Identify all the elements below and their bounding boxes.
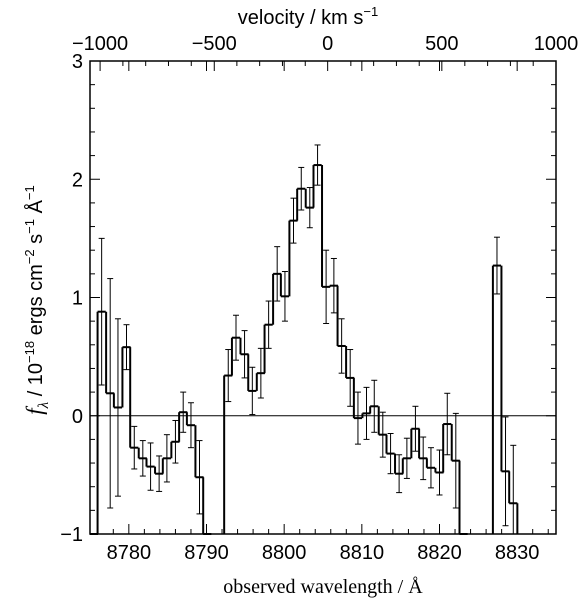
- y-label-a: / 10: [25, 363, 47, 402]
- y-tick-label: −1: [60, 524, 83, 546]
- top-axis-label-main: velocity / km s: [238, 7, 364, 29]
- top-tick-label: −500: [192, 33, 237, 55]
- top-tick-label: 1000: [534, 33, 579, 55]
- bottom-axis-ticks: 8780 8790 8800 8810 8820 8830: [97, 61, 549, 564]
- y-label-c: s: [25, 234, 47, 250]
- top-tick-label: −1000: [72, 33, 128, 55]
- x-tick-label: 8790: [184, 542, 229, 564]
- y-label-c-sup: −1: [22, 219, 37, 234]
- y-axis-label: fλ / 10−18 ergs cm−2 s−1 Å−1: [22, 185, 52, 415]
- y-label-f: f: [22, 405, 47, 415]
- y-label-d: Å: [24, 199, 47, 219]
- y-tick-label: 2: [72, 169, 83, 191]
- x-tick-label: 8800: [262, 542, 307, 564]
- y-label-b: ergs cm: [25, 264, 47, 341]
- y-label-b-sup: −2: [22, 249, 37, 264]
- top-tick-label: 0: [322, 33, 333, 55]
- y-label-d-sup: −1: [22, 185, 37, 200]
- y-tick-label: 1: [72, 288, 83, 310]
- plot-frame: [89, 60, 557, 535]
- x-tick-label: 8830: [495, 542, 540, 564]
- x-tick-label: 8820: [417, 542, 462, 564]
- y-tick-label: 3: [72, 51, 83, 73]
- y-tick-label: 0: [72, 406, 83, 428]
- top-tick-label: 500: [425, 33, 458, 55]
- x-tick-label: 8810: [340, 542, 385, 564]
- left-axis-ticks: −1 0 1 2 3: [60, 51, 556, 546]
- y-label-sub: λ: [36, 401, 52, 409]
- error-bars: [98, 144, 517, 535]
- x-axis-label: observed wavelength / Å: [223, 576, 423, 598]
- spectrum-steps: [90, 164, 519, 535]
- y-label-a-sup: −18: [22, 341, 37, 363]
- x-tick-label: 8780: [107, 542, 152, 564]
- top-axis-label: velocity / km s−1: [238, 4, 378, 29]
- top-axis-label-sup: −1: [363, 4, 378, 19]
- top-axis-ticks: −1000 −500 0 500 1000: [72, 33, 578, 71]
